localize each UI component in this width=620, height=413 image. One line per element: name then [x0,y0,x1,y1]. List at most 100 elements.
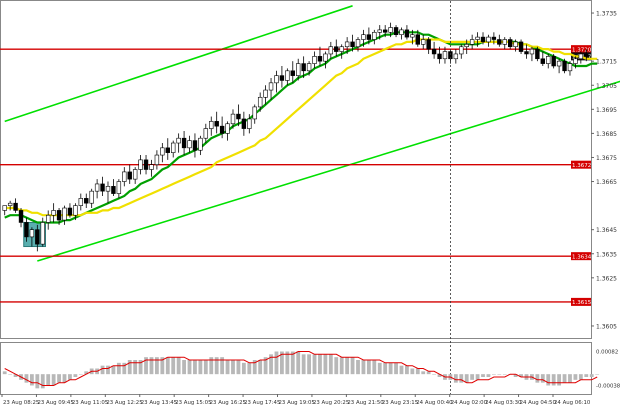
macd-bar [475,374,480,380]
macd-bar [171,357,176,375]
macd-bar [182,360,186,375]
price-tick-label: 1.3675 [596,155,617,162]
macd-bar [486,374,491,377]
time-tick-label: 23 Aug 15:05 [175,400,211,406]
candle-body [513,41,518,48]
candle-body [127,171,132,180]
candle-body [94,183,100,192]
candle-body [306,63,312,72]
macd-bar [301,354,306,375]
macd-bar [247,362,252,375]
macd-bar [40,374,45,389]
time-tick-label: 23 Aug 11:05 [72,400,108,406]
level-label: 1.3720 [572,47,592,53]
candle-body [40,222,45,245]
macd-bar [437,374,442,377]
macd-bar [481,374,485,377]
macd-bar [394,362,398,375]
macd-bar [149,357,154,375]
candle-body [507,39,513,48]
macd-signal-line [4,351,598,386]
candle-body [13,202,18,211]
price-tick-label: 1.3695 [596,107,617,114]
macd-bar [513,374,518,377]
candle-body [426,39,431,50]
price-tick-label: 1.3635 [596,251,617,258]
macd-bar [307,354,311,375]
macd-bar [274,351,279,375]
candle-body [567,63,573,72]
macd-bar [57,374,61,383]
candle-body [475,36,480,40]
candle-body [497,39,502,45]
candle-body [257,96,263,108]
candle-body [116,181,122,194]
macd-bar [198,360,203,375]
price-axis: 1.3735 1.3715 1.3705 1.3695 1.3685 1.3675 1.36… [591,11,617,330]
candle-body [551,56,556,67]
macd-bar [551,374,556,386]
candle-body [84,198,89,204]
candle-body [45,214,51,223]
time-tick-label: 23 Aug 08:25 [3,400,39,406]
candle-body [225,123,230,134]
macd-bar [432,374,436,375]
macd-bar [138,360,143,375]
price-pane-frame [0,0,592,339]
time-tick-label: 23 Aug 17:45 [244,400,280,406]
time-tick-label: 23 Aug 09:45 [37,400,73,406]
macd-bar [535,374,540,383]
candle-body [562,60,567,72]
macd-bar [388,362,393,375]
macd-bar [405,365,409,375]
candle-body [209,121,214,129]
candle-body [366,34,372,40]
candle-body [410,34,415,38]
macd-bar [546,374,551,386]
macd-bar [231,360,235,375]
macd-bar [562,374,567,383]
candle-body [459,46,464,55]
macd-bar [568,374,572,383]
macd-bar [377,362,382,375]
macd-bar [573,374,578,380]
macd-bar [426,371,431,375]
time-tick-label: 24 Aug 03:30 [485,400,522,406]
time-tick-label: 23 Aug 19:05 [279,400,315,406]
macd-bar [459,374,464,383]
macd-bar [328,354,333,375]
macd-bar [100,365,105,375]
macd-bar [334,357,339,375]
candle-body [149,164,154,170]
time-tick-label: 23 Aug 20:25 [313,400,349,406]
candle-body [111,186,116,194]
candle-body [18,210,24,223]
macd-bar [415,368,420,375]
macd-bar [578,374,583,380]
macd-bar [290,351,295,375]
candle-body [89,190,94,204]
candle-body [556,60,562,67]
macd-bar [584,374,589,377]
candle-body [132,169,138,180]
candle-body [192,140,198,151]
candle-body [35,229,40,245]
macd-bar [241,362,246,375]
macd-bar [209,357,214,375]
candle-body [377,29,382,33]
macd-bar [220,357,225,375]
level-label-box [571,297,591,306]
price-tick-label: 1.3685 [596,131,617,138]
candle-body [469,39,475,45]
candle-body [399,29,404,35]
macd-bar [2,371,7,375]
macd-bar [84,371,89,375]
macd-bar [269,354,273,375]
candle-body [301,63,306,72]
macd-bar [350,357,355,375]
macd-pane-frame [0,342,592,395]
macd-bar [557,374,562,386]
